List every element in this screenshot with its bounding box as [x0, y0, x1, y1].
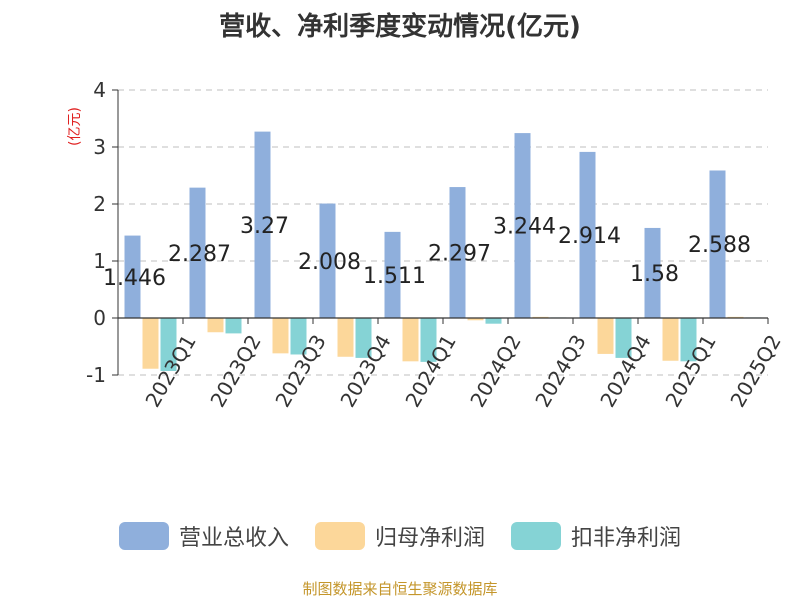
y-tick-label: 4	[93, 78, 106, 102]
bar-net_profit	[402, 318, 419, 362]
x-tick-label: 2023Q2	[205, 331, 265, 412]
bar-non_recurring_profit	[420, 318, 437, 362]
bar-revenue	[189, 187, 206, 318]
y-tick-label: 2	[93, 192, 106, 216]
bar-non_recurring_profit	[680, 318, 697, 362]
legend-label-net-profit: 归母净利润	[374, 526, 485, 551]
bar-revenue	[124, 235, 141, 318]
bar-non_recurring_profit	[225, 318, 242, 334]
bar-net_profit	[272, 318, 289, 354]
bar-revenue	[579, 151, 596, 318]
legend-swatch-revenue	[118, 522, 169, 550]
bar-non_recurring_profit	[290, 318, 307, 355]
data-label: 3.27	[240, 214, 289, 239]
chart-title: 营收、净利季度变动情况(亿元)	[219, 12, 581, 42]
data-label: 2.297	[428, 242, 491, 267]
data-label: 3.244	[493, 215, 556, 240]
bar-revenue	[384, 231, 401, 318]
data-label: 1.446	[103, 266, 166, 291]
data-label: 1.511	[363, 264, 426, 289]
bar-revenue	[319, 203, 336, 318]
data-label: 2.914	[558, 224, 621, 249]
bar-non_recurring_profit	[160, 318, 177, 372]
legend-label-revenue: 营业总收入	[178, 526, 289, 551]
data-label: 2.287	[168, 242, 231, 267]
bar-revenue	[514, 133, 531, 318]
bar-revenue	[254, 131, 271, 318]
x-tick-label: 2024Q3	[530, 331, 590, 412]
legend-label-non-recurring-profit: 扣非净利润	[571, 526, 682, 551]
bar-non_recurring_profit	[615, 318, 632, 358]
legend-item-net-profit[interactable]: 归母净利润	[314, 520, 485, 552]
bar-net_profit	[207, 318, 224, 333]
data-source-note: 制图数据来自恒生聚源数据库	[302, 580, 498, 598]
bar-non_recurring_profit	[485, 318, 502, 324]
y-tick-label: 3	[93, 135, 106, 159]
x-tick-label: 2025Q2	[725, 331, 785, 412]
y-tick-label: 0	[93, 306, 106, 330]
data-label: 1.58	[630, 262, 679, 287]
bar-net_profit	[597, 318, 614, 354]
data-label: 2.008	[298, 250, 361, 275]
x-tick-label: 2024Q2	[465, 331, 525, 412]
bar-net_profit	[662, 318, 679, 361]
bar-revenue	[644, 227, 661, 318]
legend-item-revenue[interactable]: 营业总收入	[118, 520, 289, 552]
legend-swatch-net-profit	[314, 522, 365, 550]
data-label: 2.588	[688, 233, 751, 258]
legend-item-non-recurring-profit[interactable]: 扣非净利润	[511, 520, 681, 552]
y-tick-label: 1	[93, 249, 106, 273]
bar-net_profit	[337, 318, 354, 357]
bar-net_profit	[142, 318, 159, 369]
bar-non_recurring_profit	[355, 318, 372, 358]
legend: 营业总收入 归母净利润 扣非净利润	[0, 520, 800, 552]
y-tick-label: -1	[86, 363, 106, 387]
legend-swatch-non-recurring-profit	[511, 522, 561, 550]
bar-revenue	[449, 187, 466, 318]
bar-revenue	[709, 170, 726, 318]
bar-net_profit	[467, 318, 484, 321]
